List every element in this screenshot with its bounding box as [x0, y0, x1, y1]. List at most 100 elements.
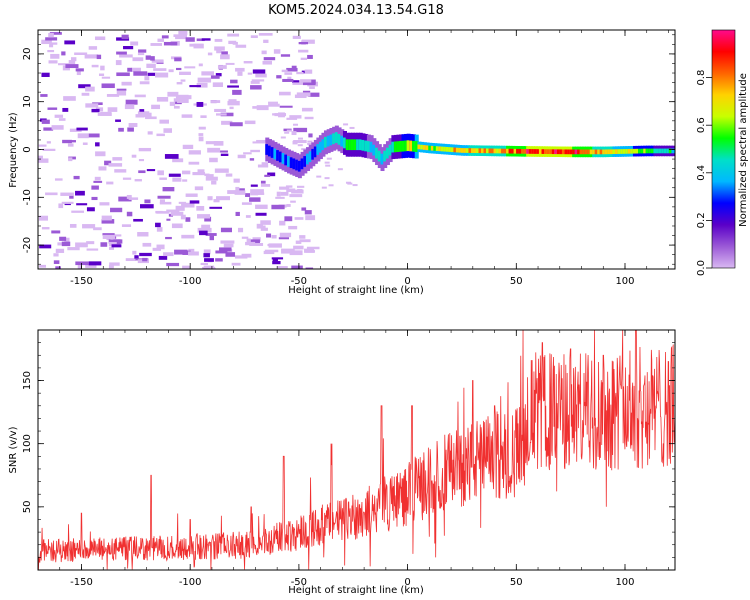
- heatmap-cell: [197, 77, 212, 83]
- heatmap-cell: [69, 128, 82, 132]
- heatmap-cell: [146, 63, 156, 68]
- heatmap-cell: [214, 38, 223, 42]
- heatmap-cell: [666, 148, 671, 154]
- heatmap-cell: [147, 131, 153, 135]
- spectrogram-y-ticks: -20 -10 0 10 20: [22, 34, 675, 265]
- heatmap-cell: [266, 233, 272, 238]
- heatmap-cell: [316, 144, 321, 155]
- heatmap-cell: [453, 147, 458, 153]
- heatmap-cell: [653, 148, 658, 154]
- heatmap-cell: [78, 84, 91, 89]
- heatmap-cell: [615, 149, 620, 154]
- heatmap-cell: [213, 141, 224, 146]
- heatmap-cell: [245, 241, 256, 246]
- heatmap-cell: [101, 83, 115, 89]
- heatmap-cell: [61, 241, 71, 247]
- heatmap-cell: [121, 34, 129, 40]
- heatmap-cell: [189, 85, 201, 88]
- heatmap-cell: [256, 139, 266, 143]
- snr-y-ticks: 50 100 150: [22, 329, 675, 571]
- heatmap-cell: [261, 50, 267, 55]
- heatmap-cell: [443, 146, 448, 152]
- heatmap-cell: [91, 108, 100, 113]
- heatmap-cell: [249, 242, 264, 246]
- heatmap-cell: [564, 149, 569, 155]
- heatmap-cell: [161, 35, 169, 39]
- heatmap-cell: [270, 147, 275, 158]
- heatmap-cell: [204, 258, 214, 262]
- x-tick-label: -100: [179, 276, 202, 287]
- heatmap-cell: [216, 196, 231, 201]
- heatmap-cell: [304, 248, 315, 253]
- heatmap-cell: [323, 136, 328, 148]
- heatmap-cell: [491, 148, 496, 154]
- heatmap-cell: [301, 39, 315, 44]
- heatmap-cell: [559, 149, 564, 155]
- heatmap-cell: [55, 266, 61, 269]
- heatmap-cell: [58, 118, 66, 121]
- heatmap-cells: [38, 30, 675, 269]
- heatmap-cell: [100, 242, 108, 247]
- heatmap-cell: [107, 107, 118, 112]
- heatmap-cell: [298, 41, 309, 45]
- heatmap-cell: [51, 125, 64, 130]
- snr-y-label: SNR (v/v): [8, 426, 19, 473]
- heatmap-cell: [163, 128, 172, 133]
- heatmap-cell: [139, 81, 150, 85]
- heatmap-cell: [121, 224, 132, 227]
- heatmap-cell: [125, 258, 136, 262]
- heatmap-cell: [140, 204, 154, 209]
- heatmap-cell: [115, 119, 121, 122]
- heatmap-cell: [220, 240, 235, 244]
- heatmap-cell: [42, 148, 56, 151]
- heatmap-cell: [332, 133, 337, 145]
- heatmap-cell: [356, 139, 361, 151]
- heatmap-cell: [166, 209, 180, 213]
- heatmap-cell: [284, 131, 290, 134]
- heatmap-cell: [182, 179, 188, 182]
- heatmap-cell: [268, 101, 278, 104]
- heatmap-cell: [188, 161, 200, 165]
- heatmap-cell: [158, 255, 168, 260]
- heatmap-cell: [284, 216, 293, 222]
- heatmap-cell: [549, 149, 554, 155]
- heatmap-cell: [165, 236, 172, 240]
- heatmap-cell: [175, 36, 187, 40]
- heatmap-cell: [198, 126, 206, 130]
- heatmap-cell: [228, 40, 237, 45]
- heatmap-cell: [513, 148, 518, 154]
- heatmap-cell: [168, 173, 181, 177]
- heatmap-cell: [255, 212, 267, 216]
- heatmap-cell: [47, 49, 55, 53]
- heatmap-cell: [582, 149, 587, 155]
- heatmap-cell: [220, 227, 232, 233]
- heatmap-cell: [227, 100, 240, 106]
- heatmap-cell: [145, 116, 157, 120]
- heatmap-cell: [281, 248, 295, 254]
- heatmap-cell: [250, 35, 258, 39]
- heatmap-cell: [228, 99, 237, 103]
- heatmap-cell: [604, 149, 609, 155]
- heatmap-cell: [230, 79, 238, 84]
- heatmap-cell: [156, 133, 165, 137]
- heatmap-cell: [521, 148, 526, 154]
- heatmap-cell: [298, 49, 309, 53]
- heatmap-cell: [201, 38, 211, 41]
- colorbar-tick-label: 0.8: [696, 70, 707, 86]
- heatmap-cell: [241, 236, 249, 239]
- heatmap-cell: [433, 146, 438, 151]
- heatmap-cell: [213, 199, 220, 203]
- heatmap-cell: [255, 192, 265, 195]
- heatmap-cell: [286, 188, 296, 193]
- heatmap-cell: [572, 149, 577, 155]
- heatmap-cell: [156, 96, 169, 102]
- heatmap-cell: [180, 79, 186, 82]
- heatmap-cell: [281, 153, 286, 164]
- snr-panel: -150 -100 -50 0 50 100 50 100 150 Height of str…: [8, 329, 676, 596]
- heatmap-cell: [255, 73, 267, 78]
- heatmap-cell: [108, 241, 117, 247]
- heatmap-cell: [73, 175, 80, 180]
- heatmap-cell: [528, 149, 533, 154]
- heatmap-cell: [260, 180, 266, 184]
- heatmap-cell: [554, 149, 559, 155]
